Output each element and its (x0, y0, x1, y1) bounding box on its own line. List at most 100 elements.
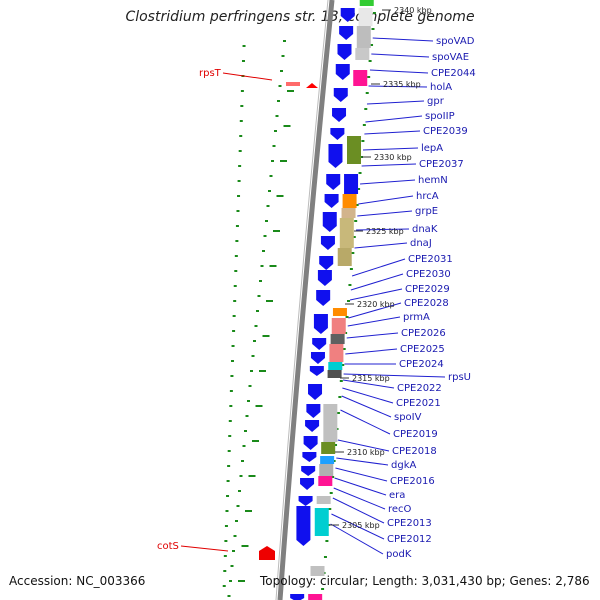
tick-dot (230, 375, 234, 377)
leader-line (330, 523, 384, 555)
leader-line (335, 467, 388, 482)
leader-line (354, 242, 408, 249)
cds-arrow (335, 64, 350, 80)
feature-block (328, 362, 343, 370)
tick-dot (256, 310, 259, 312)
cds-arrow (302, 452, 317, 462)
cds-arrow (301, 466, 316, 476)
tick-dot (225, 510, 229, 512)
tick-dot (227, 595, 231, 597)
tick-dot (370, 44, 374, 46)
tick-dot (236, 505, 240, 507)
gene-label-cpe2037: CPE2037 (419, 159, 464, 170)
gene-label-cpe2012: CPE2012 (387, 534, 432, 545)
rpsT-block (286, 82, 300, 86)
tick-dot (280, 70, 283, 72)
topology-text: Topology: circular; Length: 3,031,430 bp… (260, 574, 590, 588)
cds-arrow (316, 290, 331, 306)
feature-block (355, 48, 370, 60)
tick-dot (355, 204, 359, 206)
tick-dot (226, 480, 230, 482)
tick-dot (229, 405, 233, 407)
tick-dot (238, 165, 242, 167)
scale-label: 2335 kbp (383, 80, 421, 89)
tick-dot (242, 45, 246, 47)
gene-label-cpe2039: CPE2039 (423, 126, 468, 137)
tick-dot (329, 492, 333, 494)
tick-dot (234, 270, 238, 272)
tick-dot (233, 285, 237, 287)
leader-line (346, 332, 399, 339)
tick-mark (248, 475, 256, 477)
feature-block (344, 174, 359, 194)
leader-line (371, 53, 430, 58)
tick-dot (251, 355, 255, 357)
cds-arrow (303, 436, 318, 450)
tick-dot (352, 236, 356, 238)
gene-label-spovae: spoVAE (432, 52, 469, 63)
tick-dot (358, 172, 362, 174)
gene-labels: spoVAD spoVAE CPE2044 holA gpr spoIIP CPE2039 l… (157, 6, 476, 560)
gene-label-cpe2025: CPE2025 (400, 344, 445, 355)
gene-label-hemn: hemN (418, 175, 448, 186)
cds-arrow (326, 174, 341, 190)
leader-line (350, 273, 404, 291)
feature-block (310, 566, 325, 576)
cds-arrow (340, 8, 355, 22)
gene-label-cpe2024: CPE2024 (399, 359, 444, 370)
gene-label-cpe2019: CPE2019 (393, 429, 438, 440)
tick-dot (334, 444, 338, 446)
scale-label: 2315 kbp (352, 374, 390, 383)
feature-block (308, 594, 323, 600)
tick-dot (341, 364, 345, 366)
gene-label-cpe2016: CPE2016 (390, 476, 435, 487)
feature-block (342, 194, 357, 208)
tick-dot (367, 76, 371, 78)
tick-dot (348, 284, 352, 286)
tick-dot (230, 360, 234, 362)
tick-dot (272, 145, 276, 147)
tick-dot (239, 135, 243, 137)
gene-label-lepa: lepA (421, 143, 443, 154)
leader-line (342, 379, 395, 389)
feature-block (356, 26, 371, 48)
tick-dot (227, 465, 231, 467)
leader-line (368, 85, 428, 88)
tick-dot (357, 188, 361, 190)
tick-mark (273, 230, 280, 232)
tick-dot (235, 520, 238, 522)
tick-mark (280, 160, 287, 162)
gene-label-dnak: dnaK (412, 224, 438, 235)
gene-label-hola: holA (430, 82, 452, 93)
tick-dot (269, 175, 273, 177)
leader-line (333, 487, 386, 510)
tick-dot (359, 156, 363, 158)
tick-dot (232, 550, 235, 552)
feature-block (316, 496, 331, 504)
cds-arrow (310, 352, 325, 364)
feature-block (319, 464, 334, 476)
tick-dot (345, 316, 349, 318)
feature-block (329, 344, 344, 362)
leader-line (336, 457, 389, 466)
feature-block (359, 0, 374, 6)
tick-dot (223, 555, 227, 557)
tick-dot (354, 220, 358, 222)
leader-line (341, 395, 392, 418)
leader-line (366, 100, 425, 105)
gene-label-cpe2029: CPE2029 (405, 284, 450, 295)
tick-dot (265, 220, 268, 222)
scale-label: 2310 kbp (347, 448, 385, 457)
gene-label-cpe2018: CPE2018 (392, 446, 437, 457)
tick-dot (271, 160, 274, 162)
leader-lines (180, 37, 446, 555)
tick-dot (242, 445, 246, 447)
tick-mark (241, 545, 249, 547)
gene-label-cpe2013: CPE2013 (387, 518, 432, 529)
tick-dot (222, 585, 226, 587)
leader-line (364, 130, 421, 135)
leader-line (342, 387, 394, 404)
tick-dot (232, 315, 236, 317)
red-label-cots: cotS (157, 541, 179, 552)
feature-block (347, 136, 361, 164)
